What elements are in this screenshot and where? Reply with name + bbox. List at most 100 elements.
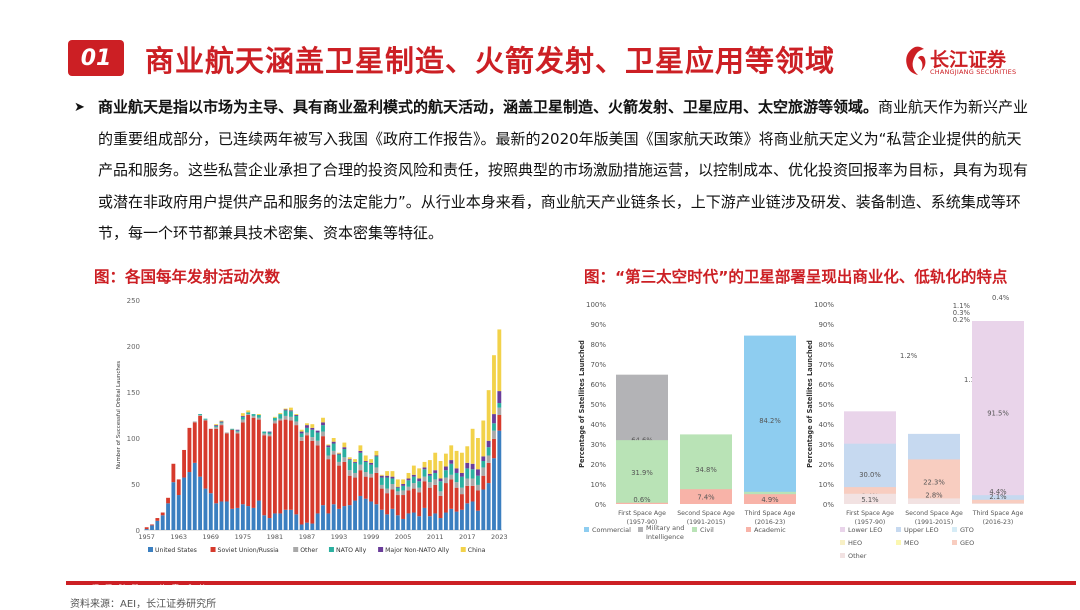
data-label-lower-leo-2: 91.5% <box>987 410 1009 418</box>
bar-soviet-union-russia-2018 <box>471 486 475 502</box>
bar-other-2004 <box>396 491 400 495</box>
bar-united-states-1983 <box>284 510 288 530</box>
bar-other-1990 <box>321 432 325 437</box>
bar-china-2019 <box>476 438 480 469</box>
x-tick-label: 1993 <box>331 533 348 541</box>
bar-united-states-1969 <box>209 493 213 530</box>
bar-nato-ally-2020 <box>481 461 485 467</box>
legend-swatch-major-non-nato-ally <box>378 547 383 552</box>
legend-swatch-other <box>840 553 845 558</box>
bar-china-2006 <box>407 473 411 479</box>
section-number-badge: 01 <box>68 40 124 76</box>
footer-slogan: 汇 聚 财 智 共 享 成 长 <box>92 583 207 593</box>
bar-soviet-union-russia-1998 <box>364 477 368 499</box>
bar-major-non-nato-ally-1990 <box>321 422 325 425</box>
bar-united-states-2000 <box>375 504 379 530</box>
bar-other-1974 <box>236 432 240 434</box>
bar-united-states-1981 <box>273 513 277 530</box>
bar-united-states-1996 <box>353 501 357 530</box>
bar-major-non-nato-ally-1993 <box>337 454 341 455</box>
bar-other-1992 <box>332 451 336 455</box>
data-label-other-2: 0.4% <box>992 294 1010 302</box>
bar-soviet-union-russia-1986 <box>300 441 304 525</box>
bar-nato-ally-1995 <box>348 460 352 470</box>
bar-major-non-nato-ally-1989 <box>316 431 320 433</box>
bar-major-non-nato-ally-2014 <box>449 460 453 464</box>
bar-soviet-union-russia-2016 <box>460 494 464 510</box>
orbit-chart: 0%10%20%30%40%50%60%70%80%90%100%Percent… <box>796 290 1036 566</box>
y-tick-label: 100 <box>127 435 140 443</box>
bar-other-1976 <box>246 414 250 415</box>
bar-united-states-1968 <box>204 489 208 530</box>
bar-major-non-nato-ally-1984 <box>289 410 293 411</box>
footer-bar <box>66 581 1076 585</box>
bar-china-1970 <box>214 424 218 425</box>
bar-other-1982 <box>278 419 282 421</box>
bar-major-non-nato-ally-2015 <box>455 468 459 473</box>
bar-china-1994 <box>342 443 346 448</box>
x-tick-label: Third Space Age <box>972 510 1024 517</box>
bar-other-2001 <box>380 485 384 489</box>
bar-united-states-1991 <box>326 513 330 530</box>
sector-chart: 0%10%20%30%40%50%60%70%80%90%100%Percent… <box>574 290 820 566</box>
bar-soviet-union-russia-1989 <box>316 445 320 513</box>
data-label-other-1: 2.8% <box>925 491 943 499</box>
bar-nato-ally-1993 <box>337 455 341 462</box>
bar-nato-ally-1983 <box>284 410 288 416</box>
legend-swatch-civil <box>692 527 697 532</box>
bar-china-1999 <box>369 459 373 463</box>
bar-united-states-2016 <box>460 510 464 530</box>
data-label-heo-2: 0.3% <box>953 309 971 317</box>
bar-soviet-union-russia-1996 <box>353 478 357 501</box>
x-tick-label-years: (2016-23) <box>755 519 786 526</box>
bar-nato-ally-1977 <box>252 414 256 416</box>
bar-major-non-nato-ally-1970 <box>214 425 218 426</box>
bar-major-non-nato-ally-2004 <box>396 487 400 488</box>
bar-soviet-union-russia-1981 <box>273 423 277 513</box>
bar-united-states-1975 <box>241 504 245 530</box>
bar-nato-ally-2022 <box>492 423 496 430</box>
bar-major-non-nato-ally-2009 <box>423 467 427 469</box>
bar-united-states-1960 <box>161 515 165 530</box>
legend-label-soviet-union-russia: Soviet Union/Russia <box>218 547 279 554</box>
bar-other-1980 <box>268 434 272 436</box>
bar-china-1982 <box>278 413 282 414</box>
bar-major-non-nato-ally-1998 <box>364 461 368 462</box>
bar-united-states-1962 <box>171 482 175 530</box>
bar-china-1998 <box>364 455 368 461</box>
y-axis-label: Percentage of Satellites Launched <box>806 340 814 468</box>
legend-label-civil: Civil <box>700 526 714 534</box>
bar-nato-ally-1999 <box>369 465 373 474</box>
bar-united-states-1987 <box>305 523 309 530</box>
bar-nato-ally-1973 <box>230 429 234 430</box>
bar-nato-ally-1998 <box>364 462 368 472</box>
bar-united-states-1989 <box>316 513 320 530</box>
bar-china-1984 <box>289 408 293 411</box>
bar-other-1979 <box>262 433 266 435</box>
bar-other-2000 <box>375 467 379 473</box>
x-tick-label: 1999 <box>363 533 380 541</box>
bar-soviet-union-russia-1959 <box>155 518 159 521</box>
bar-united-states-1999 <box>369 501 373 530</box>
bar-other-1987 <box>305 432 309 435</box>
bar-nato-ally-1996 <box>353 463 357 473</box>
data-label-other-0: 5.1% <box>861 496 879 504</box>
bar-major-non-nato-ally-1991 <box>326 445 330 447</box>
bar-china-2005 <box>401 479 405 484</box>
paragraph-lead: 商业航天是指以市场为主导、具有商业盈利模式的航天活动，涵盖卫星制造、火箭发射、卫… <box>98 98 878 116</box>
bar-china-2017 <box>465 446 469 463</box>
bar-nato-ally-2010 <box>428 476 432 482</box>
right-figure-title: 图：“第三太空时代”的卫星部署呈现出商业化、低轨化的特点 <box>584 265 1007 287</box>
bar-nato-ally-1987 <box>305 428 309 433</box>
bar-united-states-1972 <box>225 501 229 530</box>
bar-united-states-1957 <box>145 529 149 530</box>
bar-soviet-union-russia-1975 <box>241 422 245 504</box>
y-tick-label: 30% <box>590 441 606 449</box>
bar-united-states-2003 <box>391 509 395 530</box>
y-tick-label: 90% <box>590 321 606 329</box>
bar-nato-ally-2019 <box>476 476 480 485</box>
bar-soviet-union-russia-2008 <box>417 492 421 516</box>
bar-major-non-nato-ally-2011 <box>433 470 437 473</box>
bar-united-states-1997 <box>358 496 362 530</box>
